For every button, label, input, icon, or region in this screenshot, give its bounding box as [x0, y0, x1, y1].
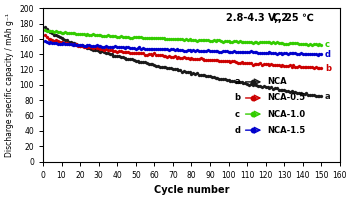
Text: NCA: NCA: [268, 77, 287, 86]
Text: d: d: [325, 50, 331, 59]
Text: c: c: [325, 40, 330, 49]
Text: c: c: [234, 110, 239, 119]
Text: C: C: [273, 13, 280, 23]
Text: a: a: [234, 77, 240, 86]
Text: b: b: [325, 64, 331, 73]
Text: 2.8-4.3 V, 2: 2.8-4.3 V, 2: [226, 13, 291, 23]
Y-axis label: Discharge specific capacity / mAh g⁻¹: Discharge specific capacity / mAh g⁻¹: [5, 13, 14, 157]
Text: a: a: [325, 92, 331, 101]
Text: NCA-0.5: NCA-0.5: [268, 93, 306, 102]
Text: b: b: [234, 93, 240, 102]
Text: NCA-1.5: NCA-1.5: [268, 126, 306, 135]
Text: , 25 ℃: , 25 ℃: [278, 13, 314, 23]
Text: d: d: [234, 126, 240, 135]
Text: NCA-1.0: NCA-1.0: [268, 110, 306, 119]
X-axis label: Cycle number: Cycle number: [154, 185, 229, 195]
